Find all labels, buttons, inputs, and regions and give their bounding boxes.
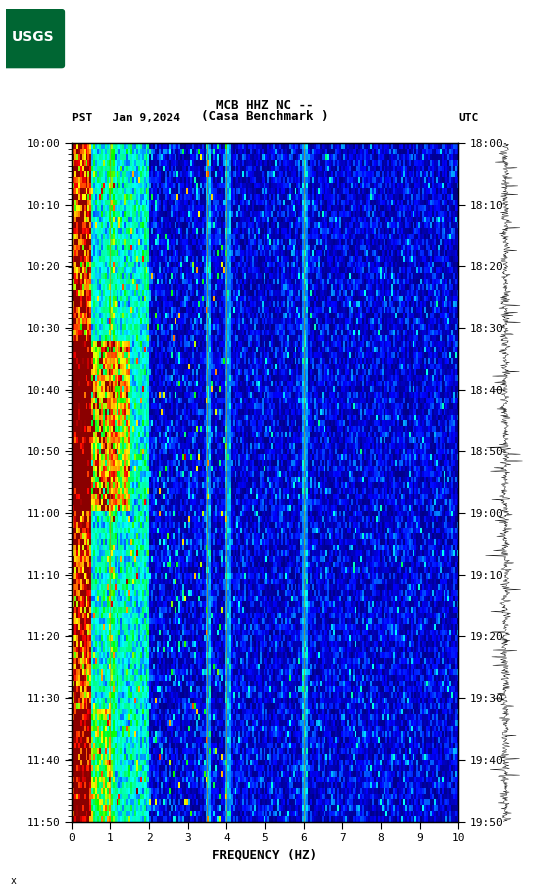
Text: x: x	[11, 876, 17, 886]
X-axis label: FREQUENCY (HZ): FREQUENCY (HZ)	[213, 849, 317, 862]
Text: UTC: UTC	[458, 113, 479, 123]
Text: USGS: USGS	[12, 30, 55, 44]
FancyBboxPatch shape	[2, 9, 65, 68]
Text: MCB HHZ NC --: MCB HHZ NC --	[216, 98, 314, 112]
Text: PST   Jan 9,2024: PST Jan 9,2024	[72, 113, 180, 123]
Text: (Casa Benchmark ): (Casa Benchmark )	[201, 110, 328, 123]
